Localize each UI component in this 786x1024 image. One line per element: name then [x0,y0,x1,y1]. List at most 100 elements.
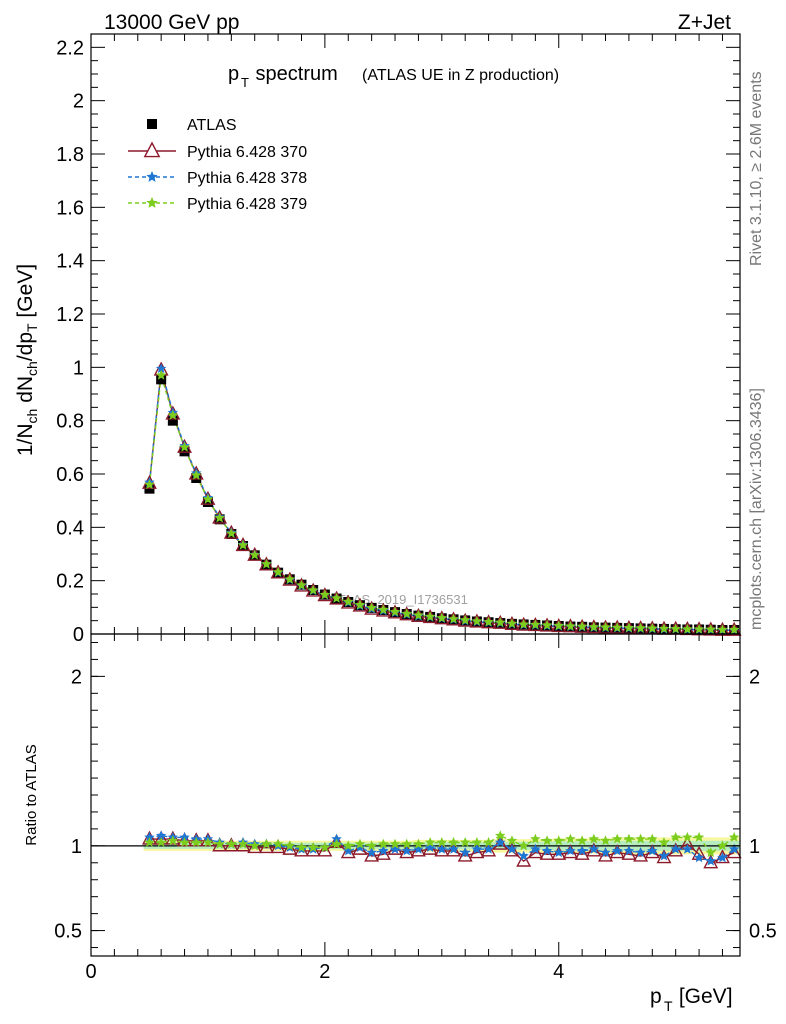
ratio-star-point [424,842,436,852]
ratio-star-point [144,837,155,847]
collision-label: 13000 GeV pp [104,11,239,34]
p379-point [600,621,611,632]
p379-point [366,602,377,613]
p379-point [623,622,635,633]
ratio-star-point [448,843,459,854]
ratio-star-point [237,838,249,849]
ratio-star-point [471,843,483,854]
legend-atlas-marker [147,119,157,129]
ratio-star-point [483,843,494,854]
p379-point [460,614,471,625]
ratio-star-point [647,833,658,844]
ratio-star-point [612,833,623,844]
ratio-star-point [600,847,611,858]
title-note: (ATLAS UE in Z production) [362,67,559,84]
p379-point [471,615,483,626]
ratio-star-point [623,845,635,856]
ratio-star-point [436,843,447,854]
ratio-star-point [553,847,564,858]
p379-point [389,606,401,617]
ratio-p370-point [235,837,251,852]
ratio-star-point [378,838,389,849]
legend-star [146,197,158,208]
p379-point [284,573,295,584]
ratio-star-point [495,837,506,847]
ratio-star-point [518,840,529,851]
p379-point [272,566,284,577]
p379-point [249,549,260,560]
xlabel-pt: p [650,985,662,1008]
ratio-star-point [565,833,576,844]
atlas-point [167,415,178,426]
ratio-star-point [670,843,681,854]
ratio-p370-point [469,844,485,859]
ratio-star-point [343,845,354,856]
p379-point [354,599,366,610]
ratio-p370-point [656,849,672,864]
legend-label-0: ATLAS [187,117,237,134]
legend: ATLAS Pythia 6.428 370 Pythia 6.428 378 Pyt… [128,117,307,213]
p379-point [413,609,424,620]
ratio-ytick-label-right: 0.5 [749,921,777,943]
ratio-star-point [284,840,295,851]
main-ytick-label: 1 [73,357,84,379]
ratio-ytick-label: 2 [71,666,82,688]
ratio-star-point [530,833,541,844]
ratio-star-point [343,840,354,851]
ratio-star-point [588,833,600,844]
main-title: p T spectrum (ATLAS UE in Z production) [228,63,559,90]
p379-point [296,579,307,590]
ratio-ytick-label: 0.5 [54,921,82,943]
ratio-star-point [191,837,202,847]
main-ytick-label: 2 [73,91,84,113]
p379-point [635,622,646,633]
ratio-p370-point [633,847,649,862]
p379-point [448,613,459,624]
p379-point [179,441,190,452]
main-ytick-label: 2.2 [56,37,84,59]
ratio-ylabel: Ratio to ATLAS [23,744,40,845]
ratio-star-point [541,845,553,856]
ratio-star-point [530,843,541,854]
p379-point [588,621,600,632]
ratio-star-point [389,838,401,849]
rivet-version-label: Rivet 3.1.10, ≥ 2.6M events [748,71,765,266]
ratio-star-point [658,850,670,861]
ratio-star-point [565,845,576,856]
p379-point [612,622,623,632]
p379-point [331,592,342,603]
ratio-p370-point [317,842,333,857]
ratio-star-point [728,843,740,854]
ratio-star-point [705,847,716,858]
main-ylabel: 1/Nch dNch/dpT [GeV] [14,264,40,456]
ratio-p370-point [165,830,181,845]
p379-point [717,624,728,635]
main-ytick-label: 1.6 [56,197,84,219]
ratio-star-point [214,838,225,849]
ratio-p370-point [258,839,274,854]
ratio-star-point [635,847,646,858]
ratio-star-point [144,831,155,842]
ratio-p370-point [177,832,193,847]
p379-point [693,623,705,634]
ratio-star-point [354,838,366,849]
ratio-p370-point [247,839,263,854]
p378-point [155,363,167,374]
ratio-star-point [717,840,728,851]
ratio-p370-point [492,835,508,850]
ratio-star-point [226,838,237,849]
ratio-star-point [705,855,716,866]
ratio-star-point [354,842,366,852]
ratio-star-point [600,835,611,846]
ratio-star-point [612,845,623,856]
main-ytick-label: 0.4 [56,517,84,539]
p379-point [167,409,179,420]
mcplots-label: mcplots.cern.ch [arXiv:1306.3436] [748,388,765,630]
p379-point [226,528,237,538]
ratio-star-point [249,840,260,851]
p379-point [191,469,202,480]
p379-point [401,608,412,619]
ratio-star-point [506,843,518,854]
ratio-p370-point [410,842,426,857]
